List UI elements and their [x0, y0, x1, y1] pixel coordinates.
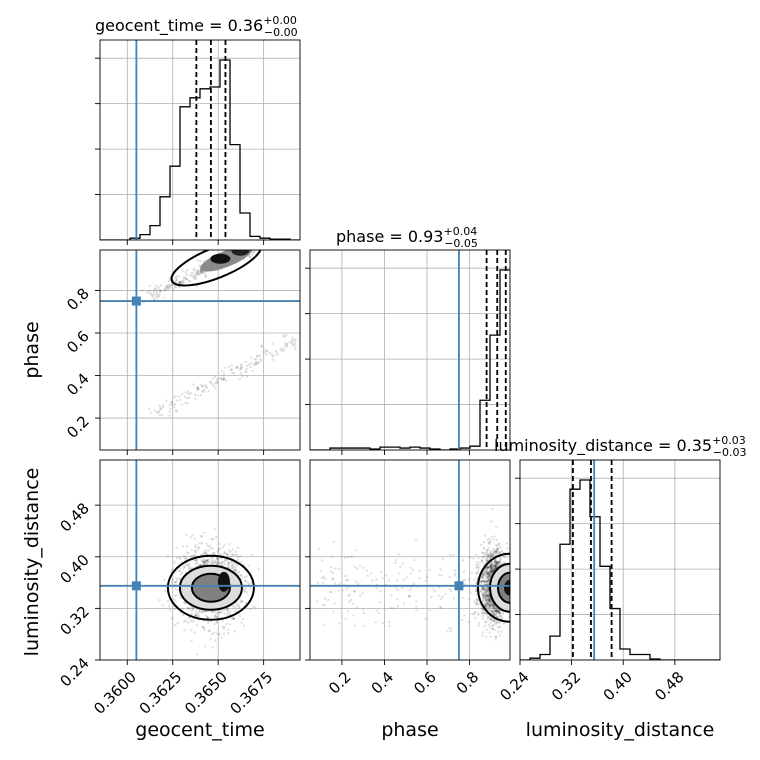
- panel-frame-phase-dist: [309, 459, 511, 661]
- xticklabel-luminosity_distance: 0.32: [548, 668, 584, 704]
- xticklabel-phase: 0.2: [325, 668, 355, 698]
- hist-group-phase: [310, 250, 510, 450]
- xticklabel-luminosity_distance: 0.24: [496, 668, 532, 704]
- grid-phase-hist: [310, 250, 510, 450]
- yticklabel-luminosity_distance: 0.48: [56, 499, 92, 535]
- xticklabel-phase: 0.6: [410, 668, 440, 698]
- yticklabel-phase: 0.6: [63, 327, 93, 357]
- truth-point-phase-luminosity_distance: [454, 581, 464, 591]
- contour-outer-phase-dist: [477, 552, 510, 623]
- xticklabel-geocent_time: 0.3675: [227, 668, 277, 718]
- grid-geocent_time-hist: [100, 40, 300, 240]
- yticklabel-phase: 0.4: [63, 370, 93, 400]
- contour-core-geocent-dist: [217, 571, 230, 592]
- xticklabel-geocent_time: 0.3600: [90, 668, 140, 718]
- ylabel-phase: phase: [21, 321, 43, 378]
- xlabel-geocent_time: geocent_time: [135, 719, 264, 741]
- grid-phase-luminosity_distance: [310, 460, 510, 660]
- yticklabel-luminosity_distance: 0.40: [56, 551, 92, 587]
- title-geocent_time: geocent_time = 0.36+0.00 −0.00: [95, 14, 298, 39]
- hist-group-luminosity_distance: [520, 460, 720, 660]
- hist-group-geocent_time: [100, 40, 300, 240]
- yticklabel-phase: 0.2: [63, 412, 93, 442]
- panel-frame-geocent-dist: [99, 459, 301, 661]
- yticklabel-luminosity_distance: 0.32: [56, 602, 92, 638]
- xlabel-luminosity_distance: luminosity_distance: [526, 719, 715, 741]
- panels: [95, 39, 721, 665]
- contour-core-geocent-phase: [210, 253, 231, 264]
- title-phase: phase = 0.93+0.04 −0.05: [336, 225, 478, 250]
- panel-frame-geocent-phase: [99, 249, 301, 451]
- xticklabel-geocent_time: 0.3625: [136, 668, 186, 718]
- scatter-phase-luminosity_distance: [310, 460, 510, 660]
- yticklabel-luminosity_distance: 0.24: [56, 654, 92, 690]
- histogram-phase: [310, 269, 510, 450]
- histogram-luminosity_distance: [520, 479, 720, 660]
- xlabel-phase: phase: [381, 719, 438, 741]
- scatter-geocent_time-phase: [100, 250, 300, 450]
- title-luminosity_distance: luminosity_distance = 0.35+0.03 −0.03: [494, 434, 747, 459]
- scatter-geocent_time-luminosity_distance: [100, 460, 300, 660]
- xticklabel-phase: 0.4: [368, 668, 398, 698]
- xticklabel-geocent_time: 0.3650: [181, 668, 231, 718]
- grid-geocent_time-luminosity_distance: [100, 460, 300, 660]
- xticklabel-phase: 0.8: [453, 668, 483, 698]
- xticklabel-luminosity_distance: 0.40: [600, 668, 636, 704]
- hist-frame-phase: [309, 249, 511, 451]
- ylabel-luminosity_distance: luminosity_distance: [21, 468, 43, 657]
- truth-point-geocent_time-luminosity_distance: [131, 581, 141, 591]
- contour-outer-geocent-phase: [170, 250, 263, 287]
- hist-frame-luminosity_distance: [519, 459, 721, 661]
- yticklabel-phase: 0.8: [63, 285, 93, 315]
- histogram-geocent_time: [100, 59, 300, 240]
- grid-geocent_time-phase: [100, 250, 300, 450]
- grid-luminosity_distance-hist: [520, 460, 720, 660]
- contour-core2-geocent-phase: [231, 250, 250, 256]
- hist-frame-geocent_time: [99, 39, 301, 241]
- xticklabel-luminosity_distance: 0.48: [651, 668, 687, 704]
- contour-outer-geocent-dist: [166, 554, 255, 621]
- truth-point-geocent_time-phase: [131, 296, 141, 306]
- contour-core-phase-dist: [504, 579, 510, 596]
